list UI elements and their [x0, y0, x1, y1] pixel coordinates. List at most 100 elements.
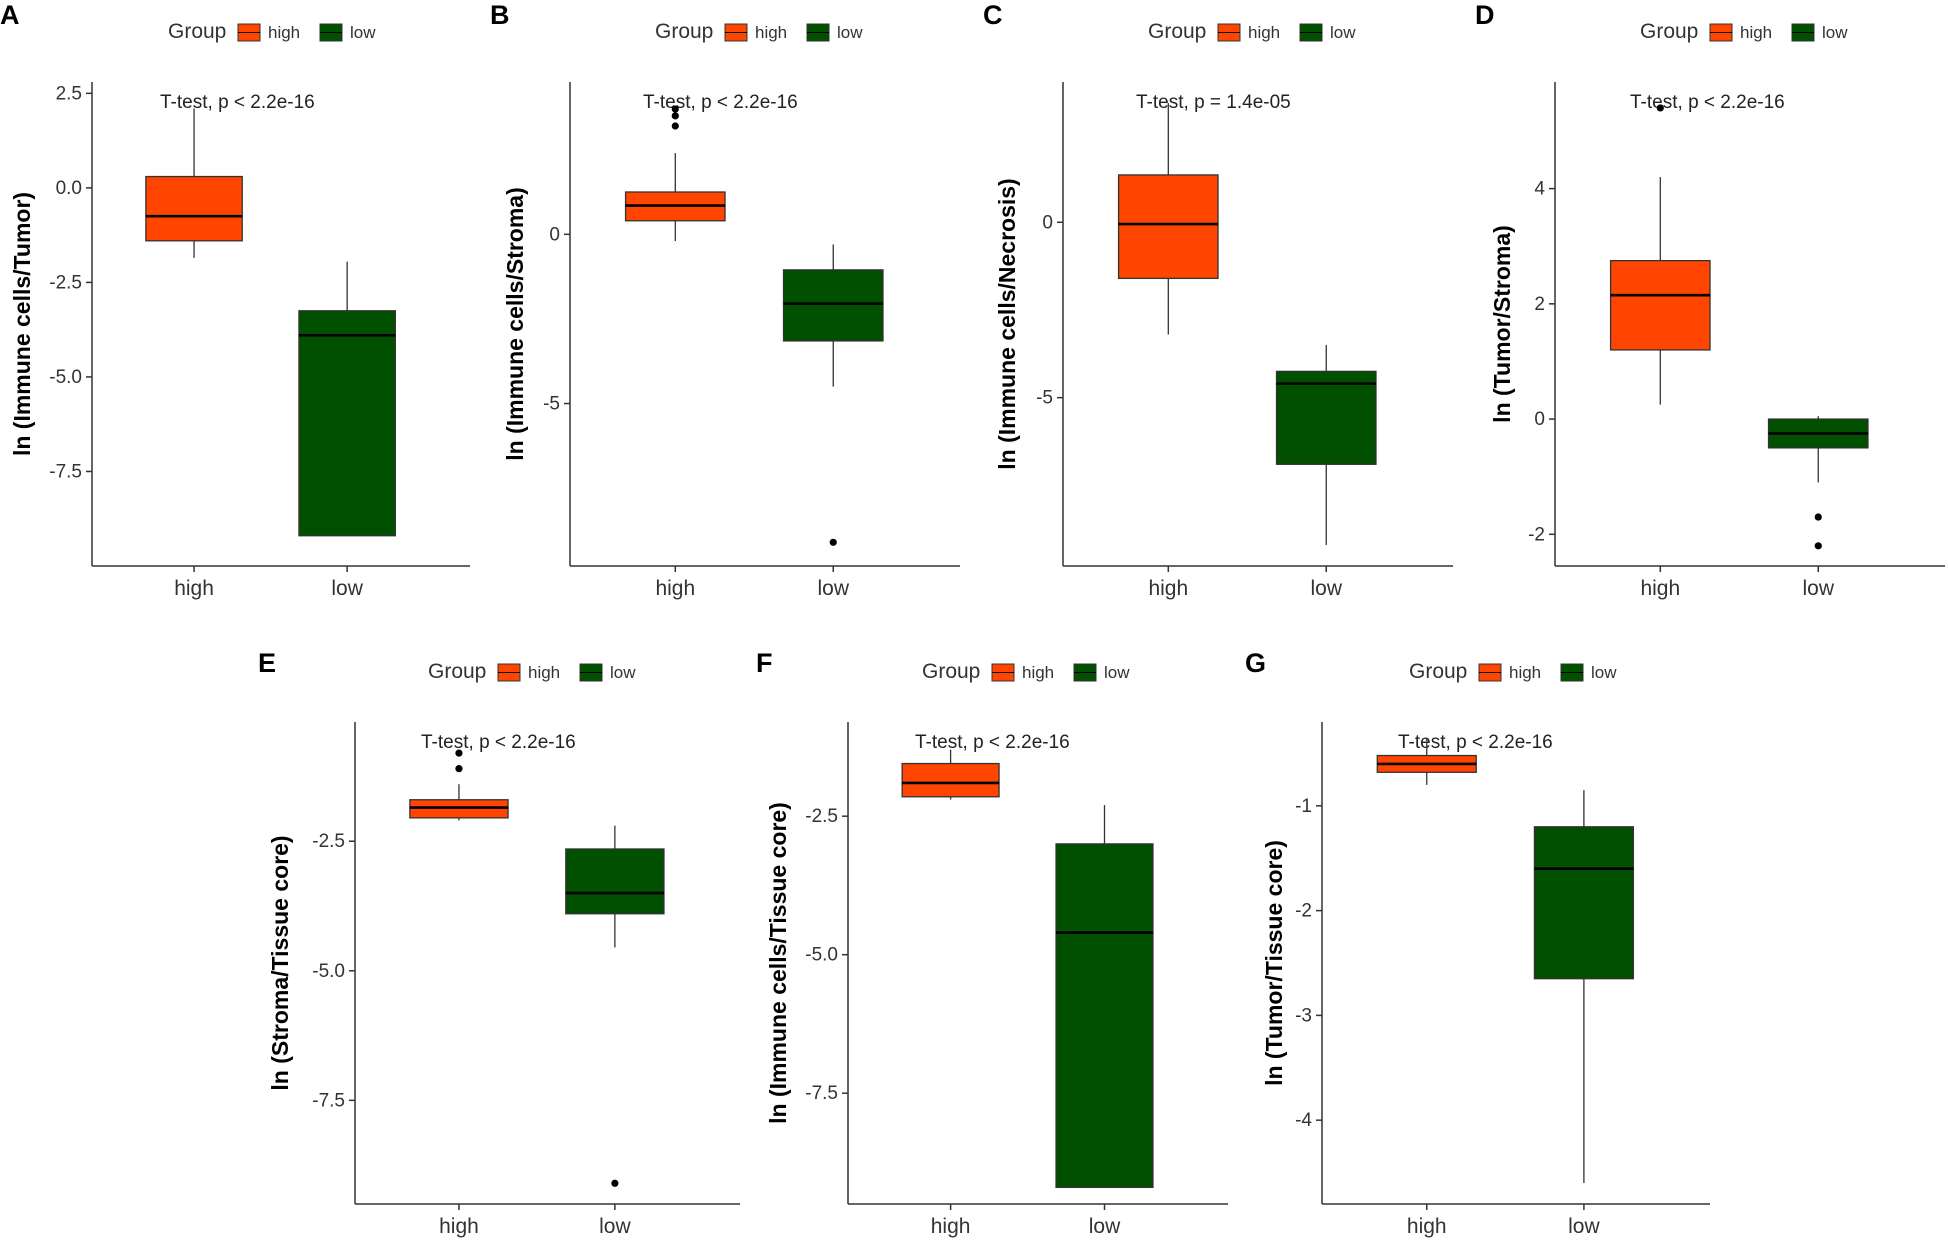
x-tick-label-low: low — [1310, 577, 1342, 600]
y-tick-label: -7.5 — [312, 1090, 345, 1111]
y-axis-label: ln (Immune cells/Necrosis) — [994, 178, 1020, 469]
box-high — [145, 108, 243, 258]
legend-title: Group — [168, 20, 226, 43]
panel-letter-d: D — [1475, 0, 1495, 30]
y-tick-label: -2.5 — [49, 272, 82, 293]
panel-f: F Group high low -2.5 -5.0 -7.5 ln (Immune cell… — [756, 648, 1228, 1238]
x-tick-label-high: high — [655, 577, 695, 600]
x-tick-label-low: low — [331, 577, 363, 600]
panel-letter-e: E — [258, 648, 276, 678]
legend-label-low: low — [610, 663, 636, 682]
box-low — [1275, 345, 1377, 545]
legend-title: Group — [1148, 20, 1206, 43]
x-tick-label-low: low — [1089, 1215, 1121, 1238]
x-tick-label-high: high — [174, 577, 214, 600]
box-body — [782, 269, 884, 342]
box-body — [1117, 174, 1219, 280]
y-tick-label: 0 — [1042, 212, 1053, 233]
box-high — [901, 749, 1000, 800]
x-tick-label-high: high — [439, 1215, 479, 1238]
legend-label-low: low — [837, 23, 863, 42]
outlier-point — [1814, 542, 1822, 550]
y-tick-label: -5.0 — [312, 961, 345, 982]
box-high — [624, 105, 726, 242]
legend-title: Group — [1640, 20, 1698, 43]
box-body — [1275, 370, 1377, 465]
y-tick-label: -5.0 — [49, 367, 82, 388]
y-tick-label: 2.5 — [56, 83, 82, 104]
panel-e: E Group high low -2.5 -5.0 -7.5 ln (Stroma/Tiss… — [258, 648, 740, 1238]
box-low — [782, 244, 884, 546]
legend-d: Group high low — [1640, 20, 1848, 43]
box-body — [901, 762, 1000, 798]
outlier-point — [455, 749, 463, 757]
box-body — [1055, 843, 1154, 1189]
y-tick-label: -5 — [543, 394, 560, 415]
legend-e: Group high low — [428, 660, 636, 683]
outlier-point — [611, 1179, 619, 1187]
panel-letter-a: A — [0, 0, 20, 30]
box-body — [145, 175, 243, 242]
legend-title: Group — [428, 660, 486, 683]
box-high — [1376, 737, 1477, 785]
y-tick-label: -2 — [1528, 524, 1545, 545]
y-tick-label: -5 — [1036, 388, 1053, 409]
y-axis-label: ln (Tumor/Tissue core) — [1261, 840, 1287, 1086]
ttest-annotation: T-test, p < 2.2e-16 — [160, 92, 315, 113]
panel-d: D Group high low 4 2 0 -2 ln (Tumor/Stroma) T-tes… — [1475, 0, 1945, 600]
legend-f: Group high low — [922, 660, 1130, 683]
box-high — [1117, 103, 1219, 335]
legend-label-low: low — [1104, 663, 1130, 682]
legend-b: Group high low — [655, 20, 863, 43]
y-axis-label: ln (Tumor/Stroma) — [1489, 225, 1515, 423]
legend-label-high: high — [1740, 23, 1772, 42]
y-tick-label: -2.5 — [805, 806, 838, 827]
y-axis-label: ln (Immune cells/Stroma) — [502, 187, 528, 461]
box-high — [1609, 104, 1711, 405]
legend-label-high: high — [268, 23, 300, 42]
panel-letter-f: F — [756, 648, 773, 678]
panel-letter-g: G — [1245, 648, 1266, 678]
box-low — [298, 261, 396, 537]
box-body — [298, 310, 396, 537]
x-tick-label-high: high — [1148, 577, 1188, 600]
y-axis-label: ln (Immune cells/Tumor) — [9, 192, 35, 456]
panel-g: G Group high low -1 -2 -3 -4 ln (Tumor/Tissue co… — [1245, 648, 1710, 1238]
x-tick-label-high: high — [931, 1215, 971, 1238]
y-axis-label: ln (Immune cells/Tissue core) — [765, 802, 791, 1124]
legend-label-low: low — [1591, 663, 1617, 682]
outlier-point — [1656, 104, 1664, 112]
x-tick-label-low: low — [599, 1215, 631, 1238]
box-body — [565, 848, 665, 915]
outlier-point — [671, 105, 679, 113]
outlier-point — [829, 538, 837, 546]
ttest-annotation: T-test, p < 2.2e-16 — [1630, 92, 1785, 113]
panel-c: C Group high low 0 -5 ln (Immune cells/Necrosi… — [983, 0, 1453, 600]
legend-title: Group — [922, 660, 980, 683]
legend-label-low: low — [350, 23, 376, 42]
outlier-point — [671, 112, 679, 120]
panel-a: A Group high low 2.5 0.0 -2.5 -5.0 -7.5 ln (Immun… — [0, 0, 470, 600]
y-tick-label: -2 — [1295, 901, 1312, 922]
y-axis-label: ln (Stroma/Tissue core) — [267, 835, 293, 1090]
y-tick-label: -7.5 — [805, 1083, 838, 1104]
y-tick-label: -1 — [1295, 796, 1312, 817]
legend-label-high: high — [755, 23, 787, 42]
legend-label-high: high — [1248, 23, 1280, 42]
y-tick-label: -4 — [1295, 1110, 1312, 1131]
y-tick-label: -7.5 — [49, 461, 82, 482]
box-low — [565, 825, 665, 1187]
box-low — [1055, 805, 1154, 1189]
legend-a: Group high low — [168, 20, 376, 43]
legend-g: Group high low — [1409, 660, 1617, 683]
y-tick-label: 4 — [1534, 179, 1545, 200]
outlier-point — [1814, 513, 1822, 521]
panel-letter-b: B — [490, 0, 510, 30]
legend-label-high: high — [1509, 663, 1541, 682]
y-tick-label: 0 — [549, 224, 560, 245]
ttest-annotation: T-test, p < 2.2e-16 — [643, 92, 798, 113]
ttest-annotation: T-test, p < 2.2e-16 — [915, 732, 1070, 753]
legend-c: Group high low — [1148, 20, 1356, 43]
outlier-point — [671, 122, 679, 130]
